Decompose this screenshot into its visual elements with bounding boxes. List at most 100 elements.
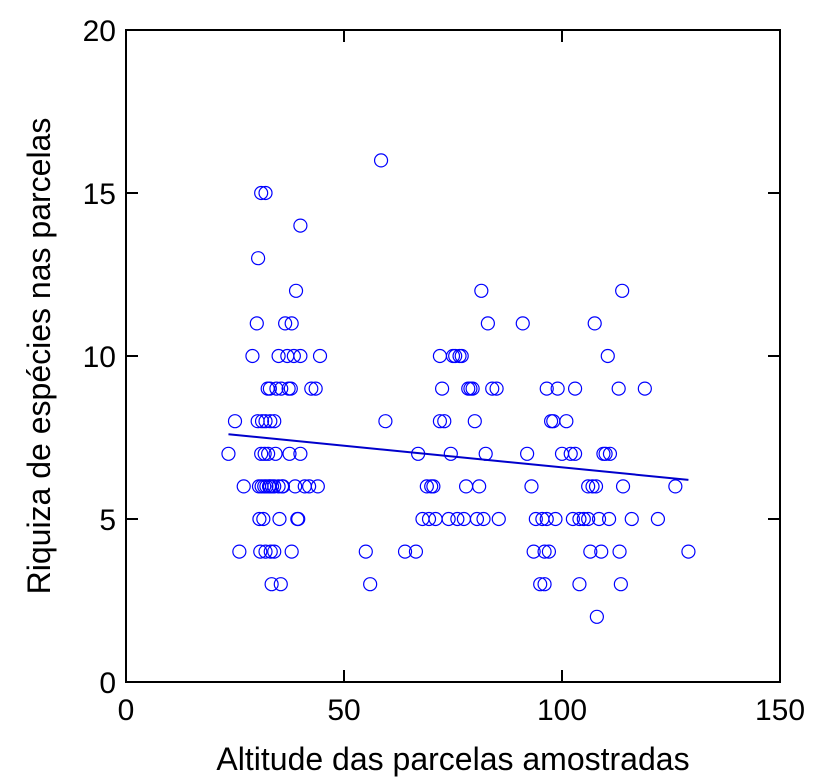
- data-point: [249, 316, 264, 331]
- data-point: [267, 414, 282, 429]
- data-point: [450, 511, 465, 527]
- data-point: [613, 577, 628, 592]
- y-tick-label: 0: [99, 667, 116, 700]
- data-point: [274, 381, 289, 396]
- data-point: [421, 511, 437, 527]
- y-tick-label: 20: [83, 15, 116, 48]
- data-point: [537, 577, 552, 592]
- data-point: [408, 544, 424, 559]
- data-point: [541, 544, 557, 559]
- data-point: [363, 577, 378, 592]
- data-point: [373, 153, 389, 168]
- data-point: [268, 446, 283, 461]
- axis-ticks: 0 50 100 150 0 5 10 15 20: [83, 15, 805, 727]
- data-point: [565, 511, 581, 527]
- data-point: [476, 511, 491, 527]
- data-point: [284, 316, 299, 331]
- data-point: [312, 348, 328, 364]
- data-point: [611, 381, 626, 396]
- data-point: [278, 316, 293, 331]
- data-point: [236, 479, 251, 494]
- data-point: [602, 446, 618, 461]
- data-point: [581, 511, 596, 527]
- data-point: [454, 348, 469, 364]
- data-point: [435, 381, 450, 396]
- data-point: [572, 511, 587, 527]
- data-point: [615, 283, 630, 298]
- data-point: [474, 283, 489, 298]
- x-axis-label: Altitude das parcelas amostradas: [216, 741, 689, 777]
- data-point: [293, 218, 308, 233]
- data-point: [432, 414, 448, 429]
- data-point: [550, 381, 565, 396]
- data-point: [267, 479, 282, 494]
- data-point: [271, 348, 286, 364]
- data-point: [304, 381, 319, 396]
- data-point: [293, 348, 308, 364]
- data-point: [264, 577, 279, 592]
- data-point: [258, 544, 273, 559]
- data-point: [587, 316, 602, 331]
- data-point: [539, 511, 554, 527]
- data-point: [253, 544, 268, 559]
- data-point: [443, 446, 458, 461]
- data-point: [441, 511, 456, 527]
- data-point: [588, 479, 604, 494]
- data-point: [310, 479, 325, 494]
- data-point: [308, 381, 323, 396]
- data-point: [472, 479, 487, 494]
- data-point: [267, 544, 282, 559]
- y-tick-label: 10: [83, 341, 116, 374]
- data-point: [284, 544, 299, 559]
- data-point: [559, 414, 574, 429]
- data-point: [254, 414, 270, 429]
- data-point: [581, 479, 596, 494]
- data-point: [585, 479, 600, 494]
- data-point: [594, 544, 609, 559]
- data-point: [221, 446, 236, 461]
- data-point: [537, 544, 552, 559]
- data-point: [257, 446, 272, 461]
- data-point: [526, 544, 541, 559]
- data-point: [448, 348, 463, 364]
- data-point: [615, 479, 631, 494]
- data-point: [291, 511, 306, 527]
- data-point: [489, 381, 504, 396]
- data-point: [286, 348, 301, 364]
- data-point: [262, 381, 277, 396]
- data-point: [491, 511, 506, 527]
- data-point: [252, 511, 267, 527]
- data-point: [583, 544, 598, 559]
- data-point: [612, 544, 627, 559]
- data-point: [624, 511, 639, 527]
- data-point: [271, 479, 286, 494]
- data-point: [302, 479, 317, 494]
- data-point: [263, 544, 278, 559]
- y-tick-label: 15: [83, 178, 116, 211]
- data-point: [251, 251, 266, 266]
- trend-line: [228, 433, 689, 481]
- data-point: [258, 414, 273, 429]
- data-point: [650, 511, 666, 527]
- data-point: [288, 479, 303, 494]
- data-point: [419, 479, 434, 494]
- data-point: [378, 414, 393, 429]
- data-point: [668, 479, 683, 494]
- data-point: [533, 577, 548, 592]
- data-point: [567, 381, 583, 396]
- data-point: [261, 446, 276, 461]
- data-point: [589, 609, 604, 624]
- data-point: [637, 381, 652, 396]
- data-point: [458, 479, 474, 494]
- x-tick-label: 150: [755, 694, 805, 727]
- data-point: [272, 511, 287, 527]
- data-point: [256, 511, 271, 527]
- data-point: [524, 479, 539, 494]
- x-tick-label: 0: [118, 694, 135, 727]
- data-point: [601, 511, 617, 527]
- data-point: [469, 511, 485, 527]
- data-point: [548, 511, 563, 527]
- data-point: [563, 446, 578, 461]
- data-point: [576, 511, 591, 527]
